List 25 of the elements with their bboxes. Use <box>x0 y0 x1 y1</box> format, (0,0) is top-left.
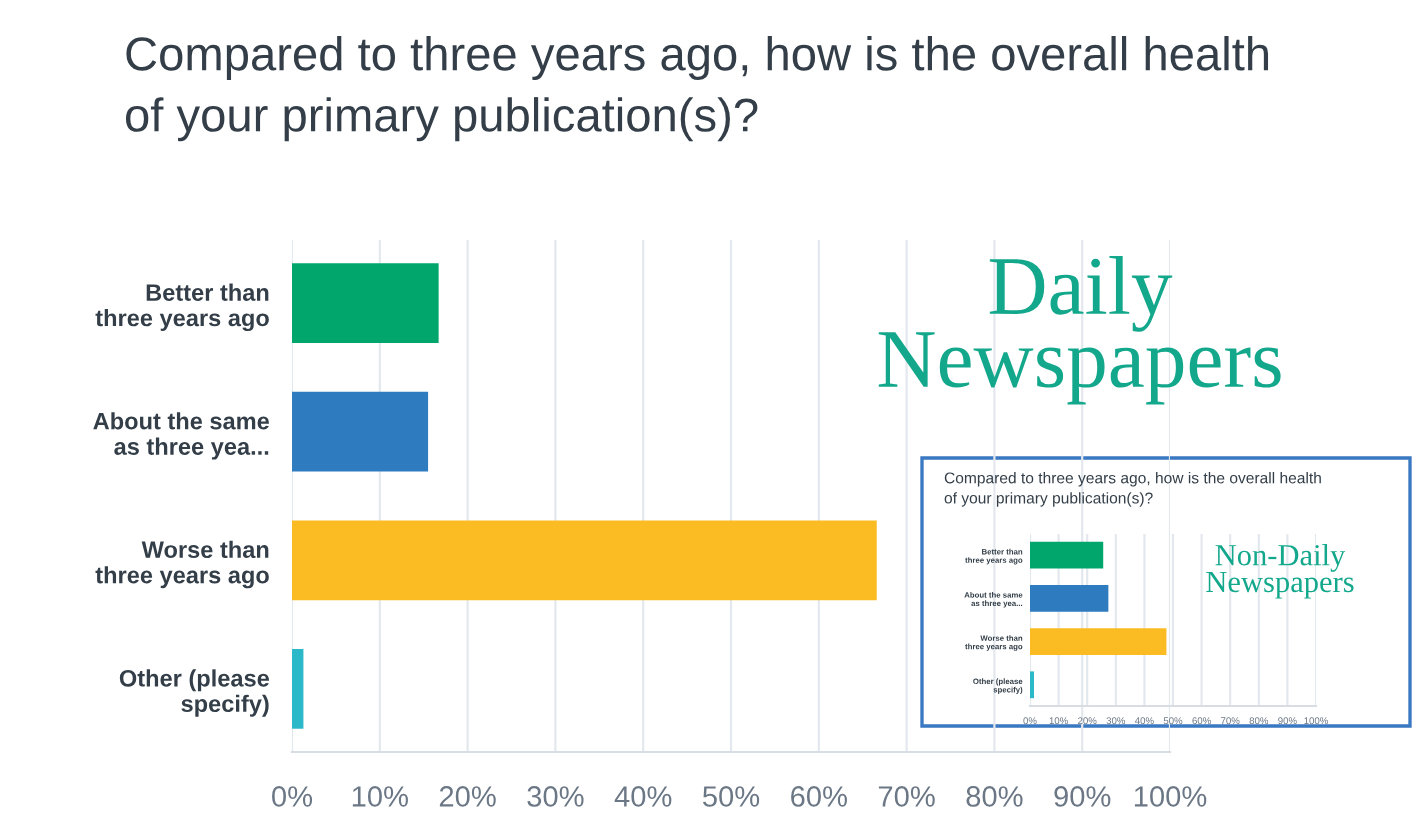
x-tick-label: 50% <box>702 786 760 807</box>
bar <box>292 391 429 472</box>
bar <box>292 649 304 729</box>
x-tick-label: 40% <box>614 786 672 807</box>
y-tick-label: Other (please specify) <box>119 669 269 717</box>
x-tick-label: 80% <box>966 786 1023 807</box>
x-tick-label: 10% <box>352 786 408 807</box>
x-tick-label: 90% <box>1054 786 1111 807</box>
x-tick-label: 100% <box>1134 786 1207 807</box>
x-tick-label: 30% <box>527 786 584 807</box>
annotation: Non-Daily Newspapers <box>1206 544 1354 599</box>
x-tick-label: 60% <box>791 786 847 807</box>
x-tick-label: 70% <box>878 786 935 807</box>
bar <box>1030 541 1104 569</box>
x-tick-label: 0% <box>272 786 313 807</box>
chart-title: Compared to three years ago, how is the overall health of your primary publication(s)? <box>125 36 1269 142</box>
y-tick-label: Better than three years ago <box>95 283 269 332</box>
annotation: Daily Newspapers <box>878 256 1281 405</box>
bar <box>1030 585 1109 612</box>
y-tick-label: Worse than three years ago <box>95 540 269 589</box>
bar <box>292 520 877 601</box>
bar <box>1030 628 1167 655</box>
bar <box>292 263 439 343</box>
y-tick-label: About the same as three yea... <box>93 412 269 460</box>
x-tick-label: 20% <box>439 786 496 807</box>
